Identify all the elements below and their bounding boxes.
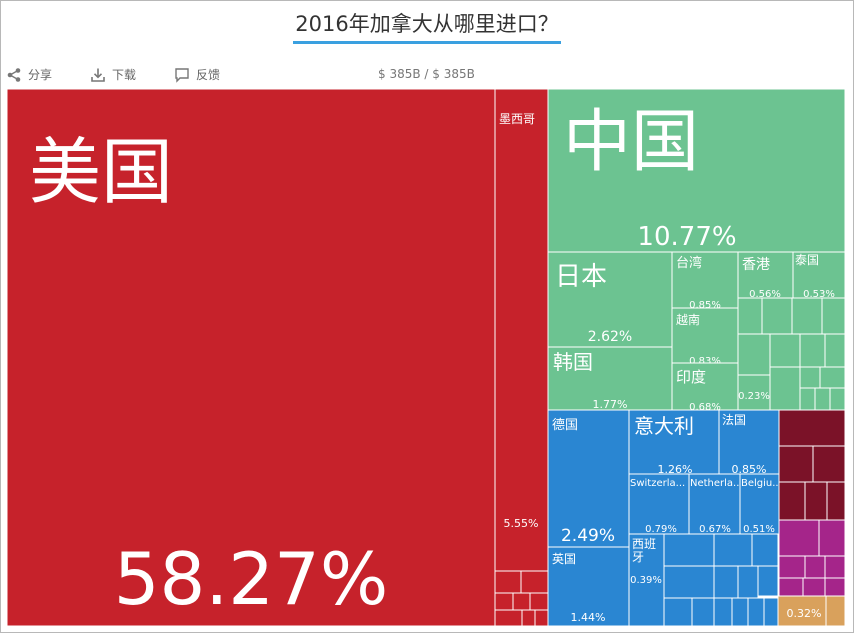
tile-africa-minor[interactable] [827,482,845,520]
tile-africa-minor[interactable] [779,410,845,446]
tile-americas-minor[interactable] [513,593,530,610]
tile-label: 德国 [552,418,578,433]
page-title: 2016年加拿大从哪里进口？ [293,8,560,44]
tile-percent: 0.39% [630,575,662,586]
download-icon [90,67,106,83]
title-wrap: 2016年加拿大从哪里进口？ [0,8,854,44]
tile-europe-minor[interactable] [714,598,732,626]
tile-oceania-minor[interactable] [779,520,819,556]
tile-墨西哥[interactable] [495,89,548,571]
tile-percent: 5.55% [504,517,539,530]
tile-label: 印度 [676,368,706,386]
tile-asia-minor[interactable] [800,334,825,367]
tile-africa-minor[interactable] [779,446,813,482]
tile-percent: 10.77% [637,222,736,252]
tile-americas-minor[interactable] [535,610,548,626]
tile-africa-minor[interactable] [779,482,805,520]
tile-asia-minor[interactable] [815,388,830,410]
tile-asia-minor[interactable] [738,298,762,334]
tile-europe-minor[interactable] [764,598,778,626]
tile-asia-minor[interactable] [800,367,820,388]
tile-europe-minor[interactable] [732,598,748,626]
tile-percent: 0.79% [645,524,677,535]
tile-asia-minor[interactable] [792,298,822,334]
tile-asia-minor[interactable] [762,298,792,334]
tile-label: 西班 [632,537,656,551]
tile-americas-minor[interactable] [495,571,521,593]
tile-oceania-minor[interactable] [825,556,845,578]
tile-label: 英国 [552,552,576,566]
feedback-icon [174,67,190,83]
treemap-chart: 美国 58.27% 墨西哥 5.55% 中国 10.77% 日本 2.62% 韩国 1.77% 台湾… [7,89,847,626]
tile-label: 牙 [632,550,644,564]
tile-other-minor[interactable] [826,596,845,626]
download-button[interactable]: 下载 [90,66,136,83]
tile-label: Netherla... [690,478,743,489]
tile-label: 香港 [742,257,770,273]
tile-asia-minor[interactable] [825,334,845,367]
tile-europe-minor[interactable] [692,598,714,626]
tile-europe-minor[interactable] [758,566,778,596]
tile-label: 意大利 [634,414,694,438]
download-label: 下载 [112,66,136,83]
tile-americas-minor[interactable] [521,571,548,593]
tile-oceania-minor[interactable] [825,578,845,596]
tile-europe-minor[interactable] [664,598,692,626]
tile-label: 美国 [29,130,173,214]
tile-label: 泰国 [795,253,819,267]
feedback-label: 反馈 [196,66,220,83]
tile-europe-minor[interactable] [752,534,778,566]
tile-percent: 1.77% [593,398,628,411]
feedback-button[interactable]: 反馈 [174,66,220,83]
share-label: 分享 [28,66,52,83]
tile-label: 台湾 [676,255,702,271]
tile-europe-minor[interactable] [664,534,714,566]
tile-oceania-minor[interactable] [803,578,825,596]
tile-asia-minor[interactable] [800,388,815,410]
tile-percent: 2.49% [561,526,615,546]
tile-africa-minor[interactable] [805,482,827,520]
tile-percent: 1.44% [571,611,606,624]
tile-percent: 0.51% [743,524,775,535]
tile-europe-minor[interactable] [664,566,714,598]
tile-europe-minor[interactable] [738,566,758,598]
tile-asia-minor[interactable] [738,334,770,375]
tile-americas-minor[interactable] [495,610,522,626]
total-amount: $ 385B / $ 385B [378,67,475,81]
share-button[interactable]: 分享 [6,66,52,83]
tile-percent: 58.27% [114,537,389,621]
tile-oceania-minor[interactable] [819,520,845,556]
tile-oceania-minor[interactable] [805,556,825,578]
tile-label: Belgiu... [741,478,782,489]
tile-oceania-minor[interactable] [779,556,805,578]
tile-asia-minor[interactable] [820,367,845,388]
tile-europe-minor[interactable] [714,566,738,598]
tile-percent: 0.23% [738,391,770,402]
tile-americas-minor[interactable] [522,610,535,626]
tile-percent: 0.67% [699,524,731,535]
tile-americas-minor[interactable] [530,593,548,610]
tile-europe-minor[interactable] [714,534,752,566]
share-icon [6,67,22,83]
tile-percent: 2.62% [588,329,632,345]
tile-label: 墨西哥 [499,112,535,126]
toolbar: 分享 下载 反馈 $ 385B / $ 385B [0,62,854,86]
tile-label: 日本 [555,262,607,292]
tile-asia-minor[interactable] [770,334,800,367]
tile-label: 法国 [722,413,746,427]
tile-africa-minor[interactable] [813,446,845,482]
tile-asia-minor[interactable] [770,367,800,410]
tile-label: 越南 [676,312,700,327]
tile-asia-minor[interactable] [822,298,845,334]
tile-oceania-minor[interactable] [779,578,803,596]
tile-label: 中国 [563,103,699,182]
tile-asia-minor[interactable] [830,388,845,410]
tile-europe-minor[interactable] [748,598,764,626]
tile-label: Switzerla... [630,478,685,489]
tile-percent: 0.32% [787,607,822,620]
tile-americas-minor[interactable] [495,593,513,610]
tile-label: 韩国 [553,350,593,374]
